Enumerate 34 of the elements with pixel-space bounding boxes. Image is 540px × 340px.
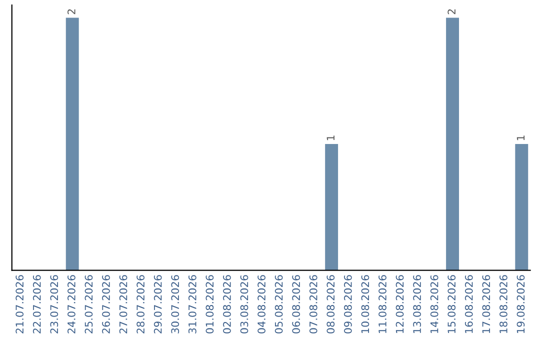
x-tick-label: 12.08.2026 bbox=[396, 275, 404, 333]
x-tick-label: 03.08.2026 bbox=[240, 275, 248, 334]
x-tick-label: 21.07.2026 bbox=[16, 275, 24, 334]
x-tick-label: 31.07.2026 bbox=[188, 275, 196, 334]
x-tick-label: 19.08.2026 bbox=[516, 275, 525, 333]
x-tick-label: 02.08.2026 bbox=[223, 275, 231, 334]
x-tick-label: 06.08.2026 bbox=[292, 275, 300, 334]
x-tick-label: 04.08.2026 bbox=[258, 275, 266, 334]
x-tick-label: 22.07.2026 bbox=[32, 275, 41, 334]
x-tick-label: 14.08.2026 bbox=[430, 275, 438, 333]
x-tick-label: 24.07.2026 bbox=[68, 275, 76, 334]
x-tick-label: 10.08.2026 bbox=[361, 275, 370, 333]
x-tick-label: 01.08.2026 bbox=[206, 275, 214, 334]
x-tick-label: 16.08.2026 bbox=[464, 275, 473, 333]
x-tick-label: 29.07.2026 bbox=[154, 275, 162, 334]
x-tick-label: 15.08.2026 bbox=[448, 275, 456, 333]
x-tick-label: 13.08.2026 bbox=[413, 275, 421, 333]
x-tick-label: 05.08.2026 bbox=[274, 275, 283, 334]
x-tick-label: 08.08.2026 bbox=[326, 275, 335, 334]
data-label: 1 bbox=[516, 136, 525, 140]
data-label: 2 bbox=[448, 9, 456, 14]
x-tick-label: 27.07.2026 bbox=[119, 275, 128, 334]
x-tick-label: 28.07.2026 bbox=[136, 275, 144, 334]
x-tick-label: 25.07.2026 bbox=[84, 275, 93, 334]
x-tick-label: 30.07.2026 bbox=[171, 275, 180, 334]
x-tick-label: 17.08.2026 bbox=[482, 275, 490, 333]
x-tick-label: 11.08.2026 bbox=[378, 275, 386, 333]
x-tick-label: 23.07.2026 bbox=[50, 275, 58, 334]
data-label: 1 bbox=[326, 136, 334, 140]
x-tick-label: 18.08.2026 bbox=[500, 275, 508, 333]
x-tick-label: 07.08.2026 bbox=[309, 275, 318, 334]
x-tick-label: 26.07.2026 bbox=[102, 275, 110, 334]
data-label: 2 bbox=[68, 9, 76, 14]
x-tick-label: 09.08.2026 bbox=[344, 275, 352, 334]
